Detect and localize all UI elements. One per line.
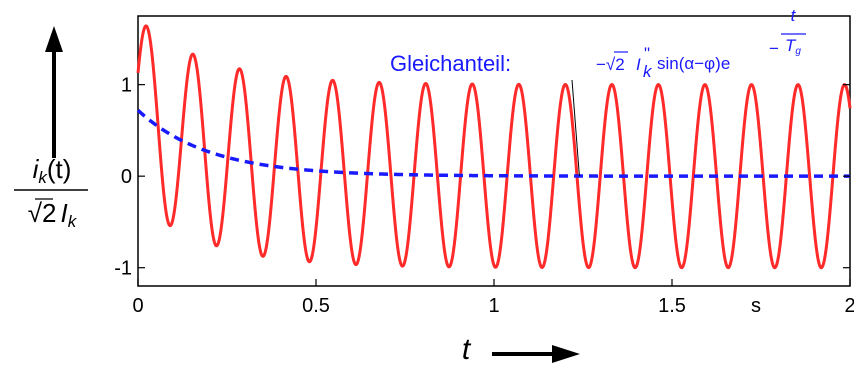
y-tick-label-2: -1 <box>114 258 132 280</box>
formula-sub: k <box>643 62 653 81</box>
ylabel-numerator: ik(t) <box>33 154 72 187</box>
y-arrow-icon <box>45 26 63 52</box>
formula-var: I <box>636 55 641 74</box>
x-arrow-icon <box>552 345 580 363</box>
x-tick-label-2: 1 <box>488 295 499 317</box>
annotation-formula: −√2 I " k sin(α−φ)e − t Tg <box>596 6 806 81</box>
formula-func: sin(α−φ)e <box>657 54 730 73</box>
annotation-label: Gleichanteil: <box>390 51 511 76</box>
formula-prefix: −√2 <box>596 55 625 74</box>
formula-exponent-num: t <box>791 6 797 25</box>
xlabel: t <box>462 333 472 366</box>
y-tick-label-0: 1 <box>121 75 132 97</box>
formula-exponent-den: Tg <box>785 36 801 57</box>
ylabel-denominator: √2 Ik <box>28 198 78 231</box>
formula-exponent-sign: − <box>769 39 779 58</box>
series-dc-component <box>136 108 850 178</box>
x-tick-label-3: 1.5 <box>658 295 686 317</box>
annotation-leader-line <box>571 79 580 177</box>
axis-ticks: 0 0.5 1 1.5 210-1 <box>114 75 854 317</box>
x-tick-label-0: 0 <box>132 295 143 317</box>
x-unit-label: s <box>751 295 761 317</box>
formula-sup: " <box>644 44 650 63</box>
x-tick-label-4: 2 <box>844 295 854 317</box>
y-tick-label-1: 0 <box>121 166 132 188</box>
x-tick-label-1: 0.5 <box>302 295 330 317</box>
series-short-circuit-current <box>136 24 852 270</box>
